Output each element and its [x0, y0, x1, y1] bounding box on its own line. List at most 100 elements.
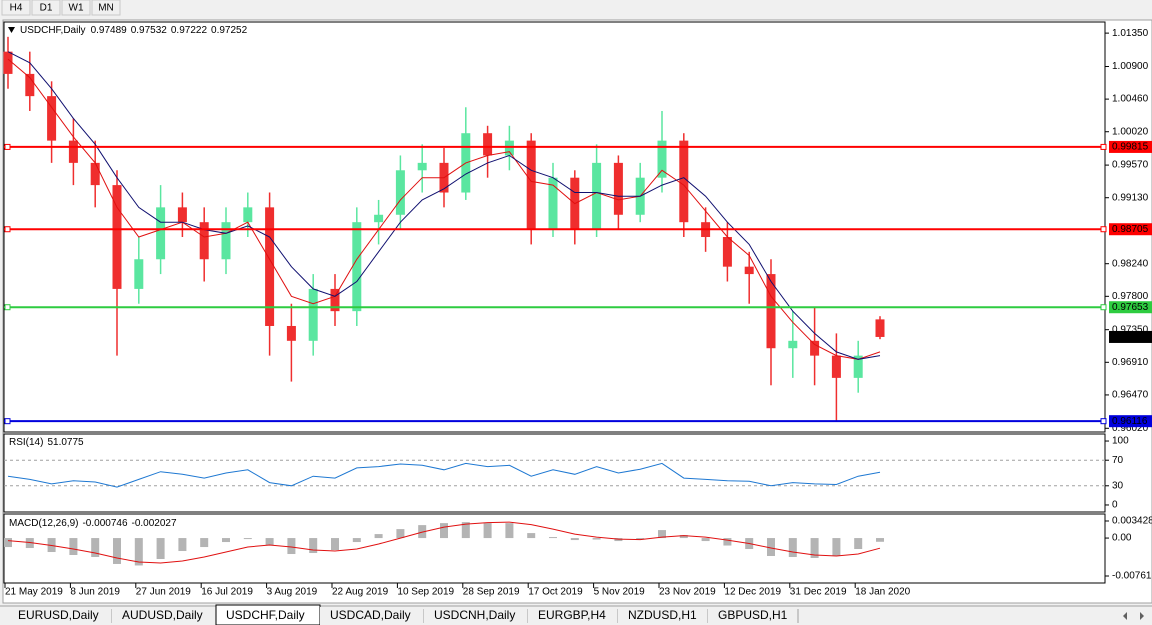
level-handle: [1100, 143, 1107, 150]
level-handle: [4, 304, 11, 311]
level-label-box: [1109, 415, 1152, 428]
x-tick-label: 5 Nov 2019: [594, 587, 646, 598]
macd-bar: [658, 530, 666, 539]
y-tick-label: 0.97800: [1112, 291, 1149, 302]
rsi-line: [7, 462, 881, 488]
panes: [3, 21, 1106, 584]
macd-signal-value: -0.002027: [132, 518, 177, 529]
y-tick-label: 100: [1112, 436, 1129, 447]
candle-body: [722, 237, 732, 267]
x-tick-label: 21 May 2019: [5, 587, 63, 598]
tab[interactable]: [424, 607, 528, 625]
tab-label[interactable]: NZDUSD,H1: [628, 608, 697, 622]
tab[interactable]: [112, 607, 216, 625]
scroll-right[interactable]: [1140, 612, 1144, 620]
tab-label[interactable]: AUDUSD,Daily: [122, 608, 203, 622]
tab-label[interactable]: GBPUSD,H1: [718, 608, 788, 622]
macd-bar: [592, 538, 601, 540]
level-label: 0.98705: [1112, 224, 1149, 235]
price-label: 0.97252: [1112, 332, 1149, 343]
tab[interactable]: [618, 607, 708, 625]
macd-header: MACD(12,26,9) -0.000746 -0.002027: [9, 518, 177, 529]
macd-bar: [309, 538, 318, 554]
x-tick-label: 8 Jun 2019: [70, 587, 120, 598]
tab-label[interactable]: EURUSD,Daily: [18, 608, 99, 622]
level-label: 0.96116: [1112, 416, 1148, 427]
header-high: 0.97532: [131, 25, 168, 36]
tab-label[interactable]: USDCHF,Daily: [226, 608, 305, 622]
macd-bar: [832, 538, 841, 556]
timeframe-label[interactable]: H4: [10, 3, 23, 14]
timeframe-label[interactable]: D1: [40, 3, 53, 14]
x-tick-label: 17 Oct 2019: [528, 587, 583, 598]
macd-bar: [570, 538, 579, 541]
y-tick-label: 0.003428: [1112, 516, 1152, 527]
y-tick-label: 0.96470: [1112, 390, 1149, 401]
symbol: USDCHF,Daily: [20, 25, 86, 36]
x-tick-label: 31 Dec 2019: [790, 587, 847, 598]
candle-body: [810, 340, 820, 356]
candle-body: [679, 140, 689, 223]
tab[interactable]: [320, 607, 424, 625]
candle-body: [90, 162, 100, 186]
level-handle: [1100, 418, 1107, 425]
level-label-box: [1109, 140, 1152, 153]
macd-title: MACD(12,26,9): [9, 518, 78, 529]
rsi-title: RSI(14): [9, 437, 43, 448]
y-tick-label: 30: [1112, 480, 1124, 491]
y-tick-label: 0.98240: [1112, 258, 1149, 269]
tab-label[interactable]: USDCAD,Daily: [330, 608, 411, 622]
macd-bar: [854, 538, 863, 550]
macd-bar: [374, 534, 383, 539]
tab[interactable]: [528, 607, 618, 625]
header-open: 0.97489: [91, 25, 128, 36]
level-handle: [4, 418, 11, 425]
timeframe-button[interactable]: [91, 0, 121, 16]
macd-bar: [440, 523, 448, 539]
timeframe-label[interactable]: MN: [98, 3, 114, 14]
timeframe-button[interactable]: [31, 0, 61, 16]
timeframe-button[interactable]: [61, 0, 91, 16]
pane-frame: [3, 513, 1106, 584]
tab[interactable]: [8, 607, 112, 625]
header-low: 0.97222: [171, 25, 208, 36]
x-tick-label: 18 Jan 2020: [855, 587, 910, 598]
candle-body: [134, 259, 144, 289]
timeframe-label[interactable]: W1: [69, 3, 84, 14]
macd-bar: [723, 538, 732, 546]
macd-bar: [876, 538, 884, 542]
toolbar: H4 D1 W1 MN: [1, 0, 121, 16]
macd-bar: [69, 538, 78, 556]
level-handle: [4, 143, 11, 150]
y-tick-label: 0.96910: [1112, 357, 1149, 368]
y-tick-label: 0.00: [1112, 533, 1132, 544]
candle-body: [417, 162, 427, 171]
tab[interactable]: [708, 607, 798, 625]
level-handle: [1100, 226, 1107, 233]
scroll-left[interactable]: [1123, 612, 1127, 620]
candle-body: [374, 214, 384, 223]
tab-label[interactable]: EURGBP,H4: [538, 608, 606, 622]
timeframe-button[interactable]: [1, 0, 31, 16]
macd-bar: [91, 538, 100, 557]
candle-body: [395, 170, 405, 215]
candle-body: [766, 274, 776, 349]
tab-bar: EURUSD,Daily AUDUSD,Daily USDCHF,Daily USDC…: [0, 604, 1152, 625]
collapse-icon: [8, 27, 15, 33]
macd-bar: [287, 538, 296, 555]
moving-average: [7, 58, 881, 360]
macd-main-value: -0.000746: [82, 518, 127, 529]
candle-body: [177, 207, 187, 223]
tab-label[interactable]: USDCNH,Daily: [434, 608, 515, 622]
candle-body: [875, 319, 885, 337]
rsi-value: 51.0775: [47, 437, 84, 448]
candle-body: [352, 222, 362, 312]
y-tick-label: 0: [1112, 500, 1118, 511]
x-tick-label: 22 Aug 2019: [332, 587, 389, 598]
candle-body: [156, 207, 166, 260]
price-header: USDCHF,Daily 0.97489 0.97532 0.97222 0.97252: [20, 25, 248, 36]
macd-bar: [331, 538, 339, 551]
candle-body: [221, 222, 231, 260]
candle-body: [47, 96, 57, 141]
macd-bar: [505, 523, 514, 539]
